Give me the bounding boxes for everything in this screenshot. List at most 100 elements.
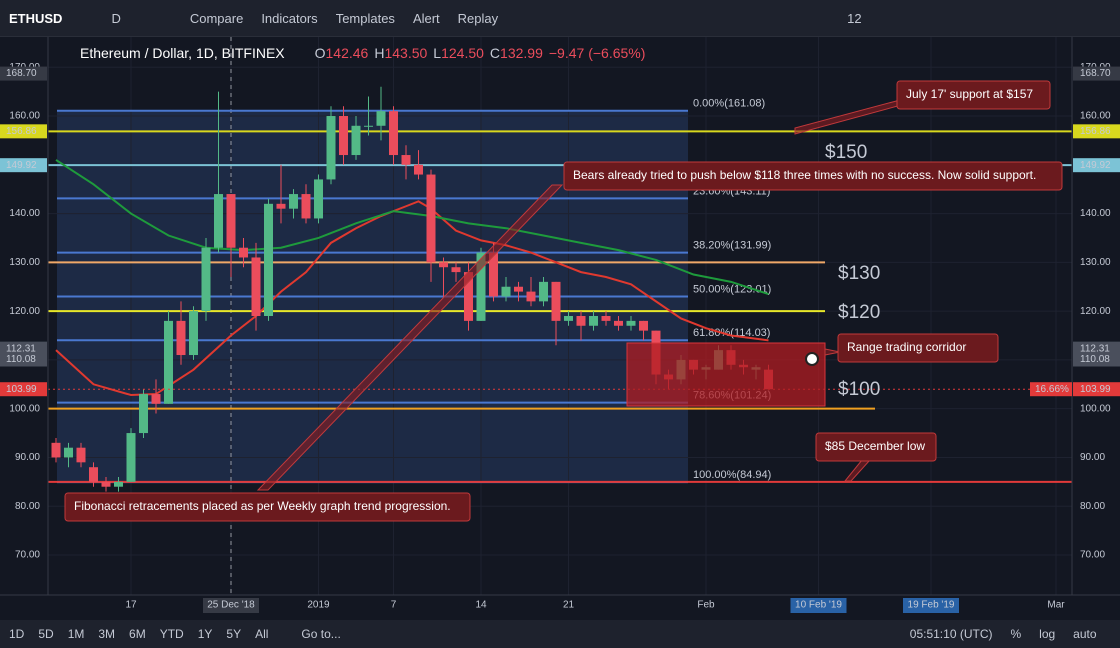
candle-body [289,194,298,209]
candle-body [589,316,598,326]
candle-body [214,194,223,248]
y-tick-label: 130.00 [9,257,40,268]
label: O [314,45,326,61]
candle-body [101,481,111,487]
log-toggle[interactable]: log [1039,627,1056,641]
price-marker-label: 112.31 [6,343,36,354]
candle-body [151,394,161,404]
label: L [433,45,442,61]
value: 132.99 [500,45,543,61]
candle-body [376,111,386,126]
fib-label: 61.80%(114.03) [693,327,770,339]
candle-body [64,447,73,458]
candle-body [201,247,211,312]
price-callout: $120 [838,302,880,323]
y-tick-label: 120.00 [1080,306,1111,317]
range-button[interactable]: 3M [98,627,116,641]
annotation: Range trading corridor [847,340,966,354]
range-button[interactable]: 5Y [226,627,242,641]
x-tick-label: 21 [563,600,575,611]
auto-toggle[interactable]: auto [1073,627,1097,641]
candle-body [451,267,461,273]
replay[interactable]: Replay [457,10,499,26]
candle-body [576,316,586,326]
legend-open: O142.46 [315,45,369,61]
clock: 05:51:10 (UTC) [909,627,993,641]
value: 124.50 [441,45,484,61]
price-marker [1073,124,1120,139]
price-marker [1073,352,1120,367]
fib-label: 0.00%(161.08) [693,98,765,110]
range-button[interactable]: YTD [159,627,184,641]
y-tick-label: 100.00 [9,403,40,414]
indicators[interactable]: Indicators [261,10,318,26]
font-size[interactable]: 12 [847,10,862,26]
y-tick-label: 90.00 [15,452,40,463]
candle-body [264,203,273,316]
x-tick-label: Feb [697,600,715,611]
candle-body [139,394,148,434]
annotation-box [64,492,471,522]
y-tick-label: 130.00 [1080,257,1111,268]
symbol[interactable]: ETHUSD [9,10,63,26]
legend-low: L124.50 [433,45,484,61]
templates[interactable]: Templates [335,10,395,26]
price-marker-label: 103.99 [6,384,37,395]
y-tick-label: 160.00 [1080,111,1111,122]
interval[interactable]: D [111,10,121,26]
label: H [374,45,385,61]
candle-body [526,291,536,302]
candle-body [176,320,186,356]
goto[interactable]: Go to... [301,627,341,641]
price-marker-label: 168.70 [1080,68,1111,79]
candle-body [364,125,373,127]
candle-body [301,194,311,219]
candle-body [314,179,323,219]
annotation: Fibonacci retracements placed as per Wee… [74,499,451,513]
price-marker [1073,66,1120,81]
candle-body [464,272,473,321]
value: 142.46 [325,45,369,61]
range-button[interactable]: 6M [129,627,146,641]
moving-average [55,200,769,397]
candle-body [351,125,361,156]
chart: 0.00%(161.08)23.60%(143.11)38.20%(131.99… [0,37,1120,613]
y-tick-label: 80.00 [1080,501,1105,512]
price-marker-label: 112.31 [1080,343,1110,354]
range-button[interactable]: 5D [38,627,54,641]
x-tick-label: 19 Feb '19 [908,600,955,611]
bottom-toolbar: 1D 5D 1M 3M 6M YTD 1Y 5Y All Go to... 05:51:10 (… [0,620,1120,648]
candle-body [389,111,398,156]
candle-body [539,281,548,302]
range-button[interactable]: 1M [67,627,85,641]
fib-label: 38.20%(131.99) [693,240,771,252]
x-tick-label: 10 Feb '19 [795,600,842,611]
y-tick-label: 140.00 [1080,208,1111,219]
drag-handle[interactable] [805,352,819,366]
y-tick-label: 100.00 [1080,403,1111,414]
y-tick-label: 70.00 [15,550,40,561]
annotation-box [815,432,937,462]
range-button[interactable]: 1Y [197,627,213,641]
price-marker [0,382,47,397]
price-callout: $150 [825,142,867,163]
price-marker [0,341,47,356]
candle-body [564,316,573,321]
candle-body [501,286,511,297]
legend-high: H143.50 [374,45,427,61]
candle-body [339,116,348,156]
candle-body [189,311,198,356]
candle-body [51,442,61,458]
candle-body [551,281,561,321]
candle-body [164,320,173,404]
y-tick-label: 80.00 [15,501,40,512]
compare[interactable]: Compare [189,10,244,26]
candle-body [276,203,286,209]
candle-body [401,155,411,165]
percent-toggle[interactable]: % [1010,627,1022,641]
price-marker-label: 168.70 [6,68,37,79]
alert[interactable]: Alert [412,10,440,26]
range-button[interactable]: 1D [9,627,25,641]
range-button[interactable]: All [255,627,269,641]
